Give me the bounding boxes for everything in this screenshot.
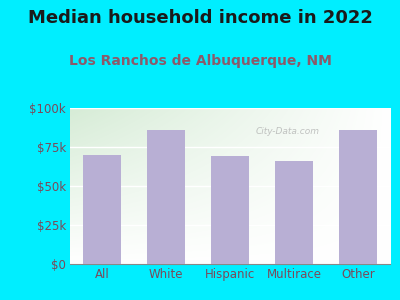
Text: Los Ranchos de Albuquerque, NM: Los Ranchos de Albuquerque, NM [68,54,332,68]
Bar [148,130,184,264]
Bar [340,130,376,264]
Text: City-Data.com: City-Data.com [256,127,320,136]
Bar [212,156,248,264]
Text: Median household income in 2022: Median household income in 2022 [28,9,372,27]
Bar [276,161,312,264]
Bar [84,155,120,264]
